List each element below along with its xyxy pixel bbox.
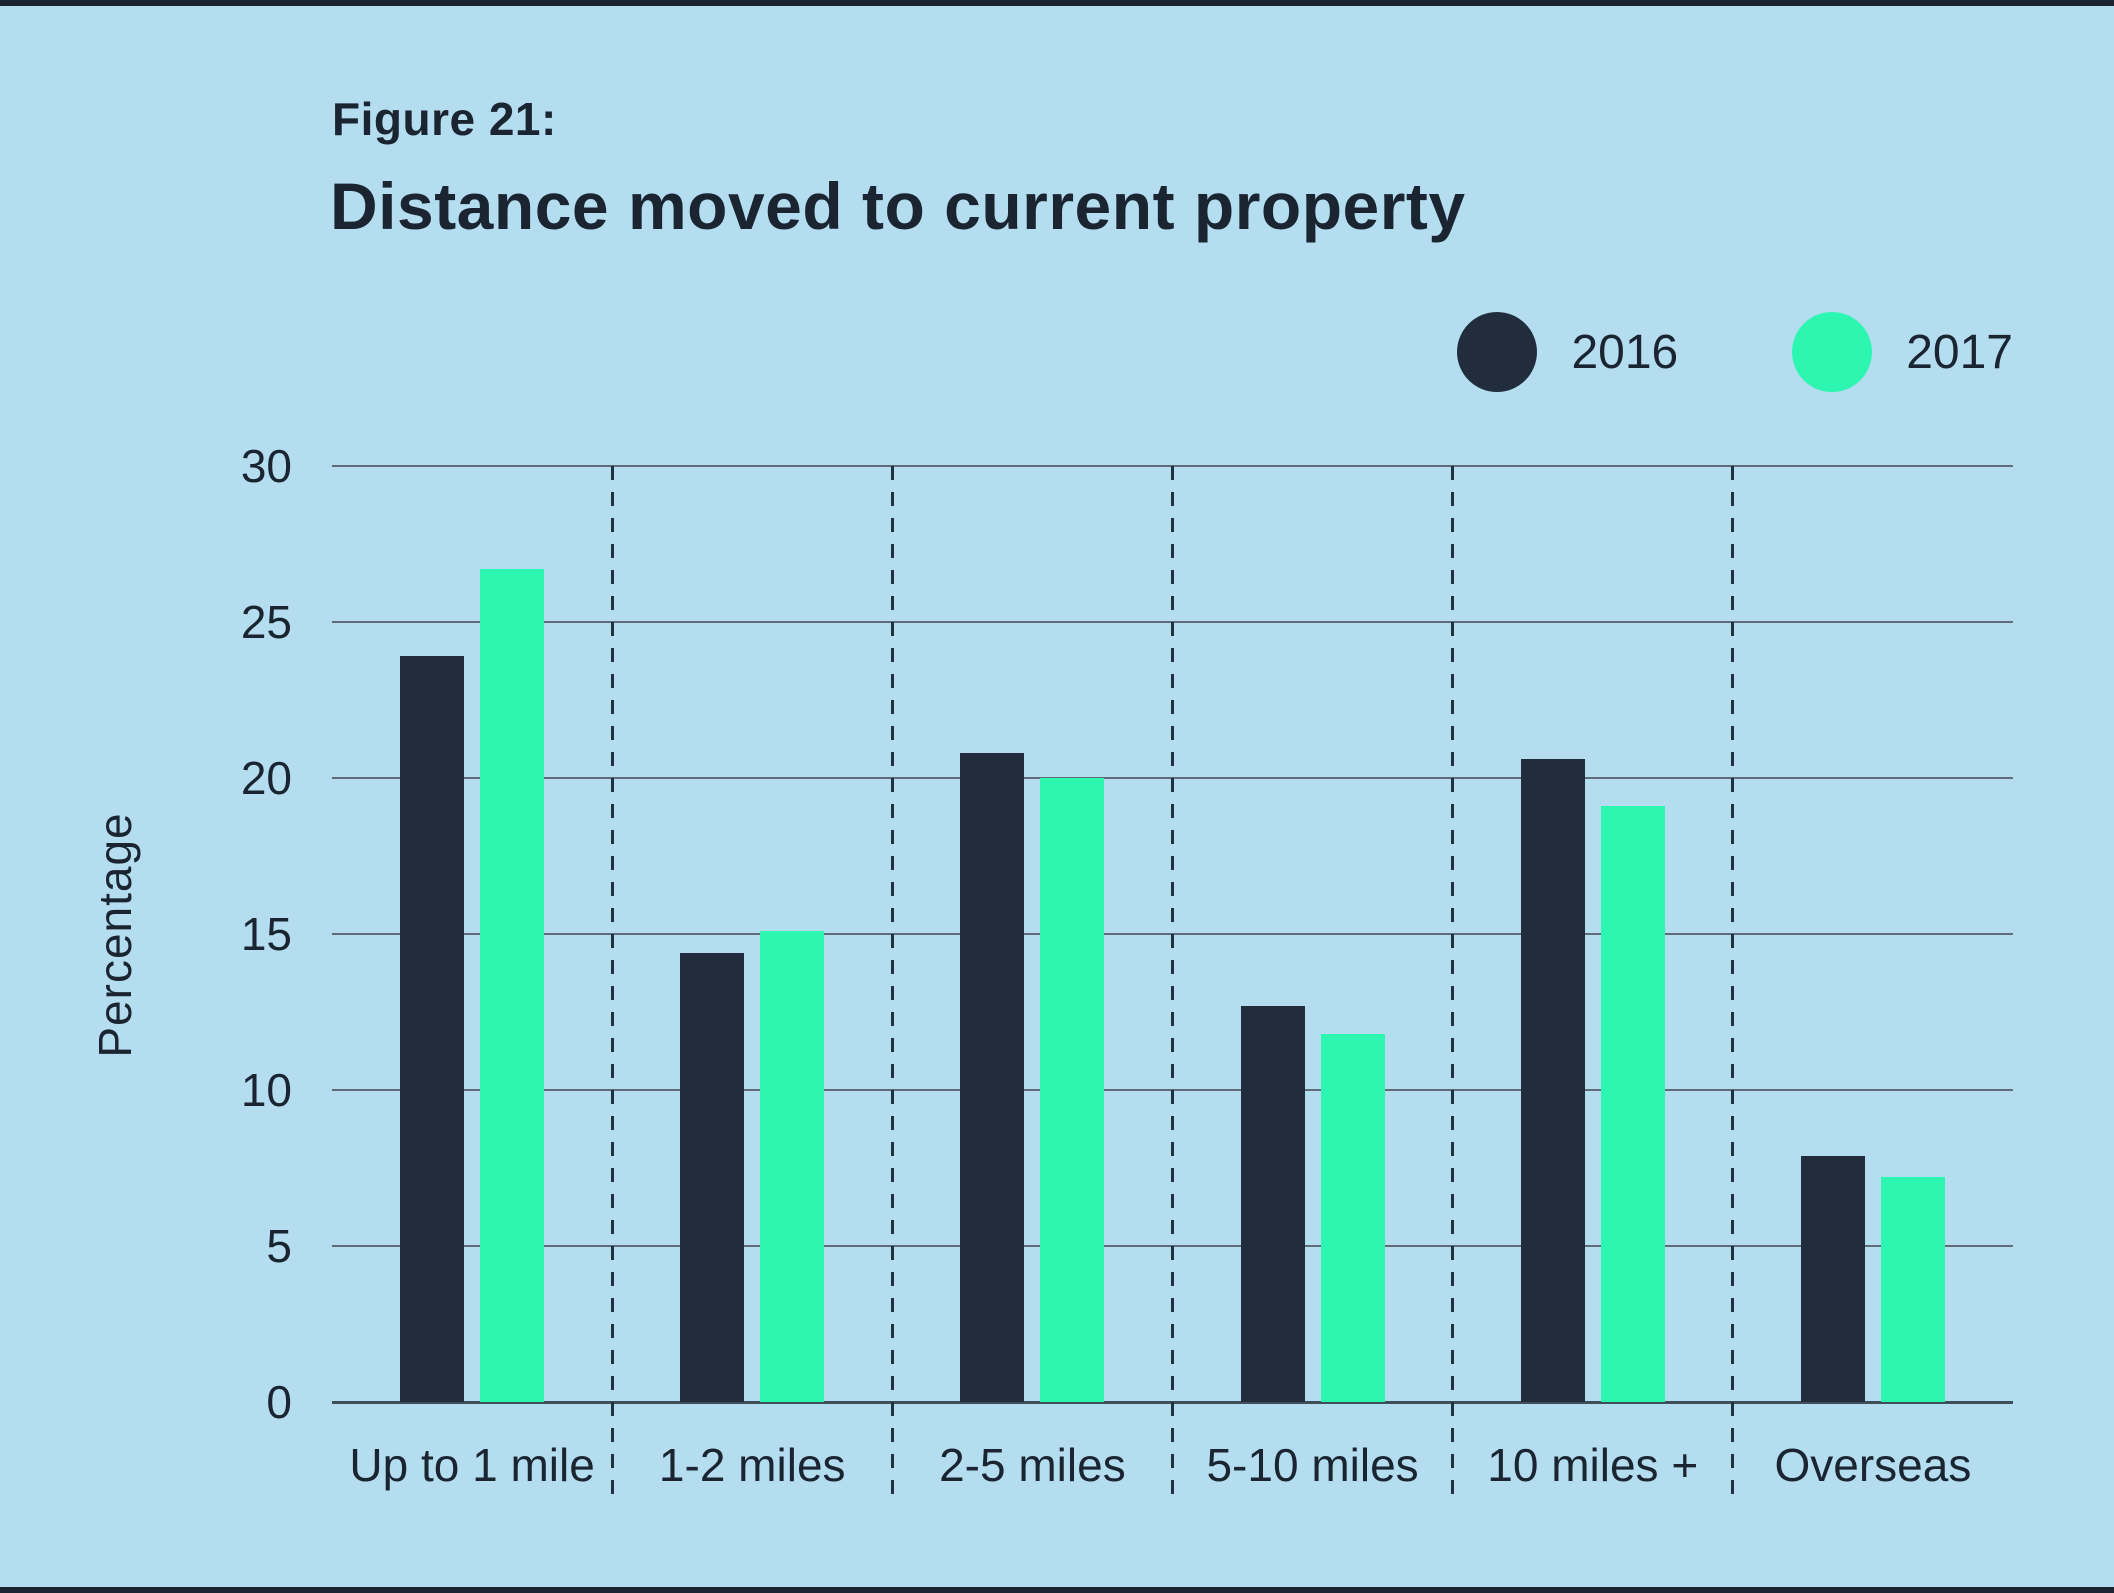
- category-separator-3: [1171, 466, 1174, 1504]
- legend-swatch-2016-circle: [1457, 312, 1538, 392]
- top-border-strip: [0, 0, 2114, 6]
- bar-2017-up-to-1-mile: [480, 568, 545, 1402]
- legend-item-2016: 2016: [1457, 312, 1678, 392]
- x-axis-label-overseas: Overseas: [1774, 1439, 1972, 1491]
- bar-2016-overseas: [1800, 1155, 1865, 1402]
- bar-2017-2-5-miles: [1040, 778, 1105, 1402]
- legend-swatch-2017-circle: [1792, 312, 1873, 392]
- bar-2016-1-2-miles: [680, 952, 745, 1402]
- bar-2017-overseas: [1880, 1177, 1945, 1402]
- x-axis-label-up-to-1-mile: Up to 1 mile: [349, 1439, 595, 1491]
- bar-2017-5-10-miles: [1320, 1033, 1385, 1402]
- bar-2016-up-to-1-mile: [400, 656, 465, 1402]
- category-separator-5: [1731, 466, 1735, 1504]
- figure-label: Figure 21:: [332, 93, 557, 145]
- category-separator-1: [610, 466, 614, 1504]
- category-separator-4: [1451, 466, 1455, 1504]
- x-axis-label-5-10-miles: 5-10 miles: [1206, 1439, 1419, 1491]
- y-tick-label-10: 10: [240, 1064, 292, 1116]
- legend-label-2017: 2017: [1906, 325, 2013, 379]
- bar-2017-1-2-miles: [760, 930, 825, 1402]
- bar-2016-2-5-miles: [960, 753, 1025, 1402]
- legend-label-2016: 2016: [1571, 325, 1679, 379]
- bar-2016-5-10-miles: [1240, 1005, 1305, 1402]
- legend: 2016 2017: [1457, 312, 2013, 392]
- category-separator-2: [890, 466, 894, 1504]
- y-tick-label-5: 5: [266, 1220, 292, 1272]
- y-tick-label-25: 25: [240, 596, 292, 648]
- y-tick-label-0: 0: [266, 1376, 292, 1428]
- chart-title: Distance moved to current property: [330, 169, 1466, 243]
- bottom-border-strip: [0, 1587, 2114, 1593]
- bar-2017-10-miles: [1600, 806, 1665, 1402]
- bar-2016-10-miles: [1520, 759, 1585, 1402]
- y-tick-label-30: 30: [240, 440, 292, 492]
- y-tick-label-15: 15: [240, 908, 292, 960]
- x-axis-label-10-miles: 10 miles +: [1487, 1439, 1699, 1491]
- legend-item-2017: 2017: [1792, 312, 2013, 392]
- x-axis-label-2-5-miles: 2-5 miles: [939, 1439, 1126, 1491]
- x-axis-label-1-2-miles: 1-2 miles: [658, 1439, 846, 1491]
- y-tick-label-20: 20: [240, 752, 292, 804]
